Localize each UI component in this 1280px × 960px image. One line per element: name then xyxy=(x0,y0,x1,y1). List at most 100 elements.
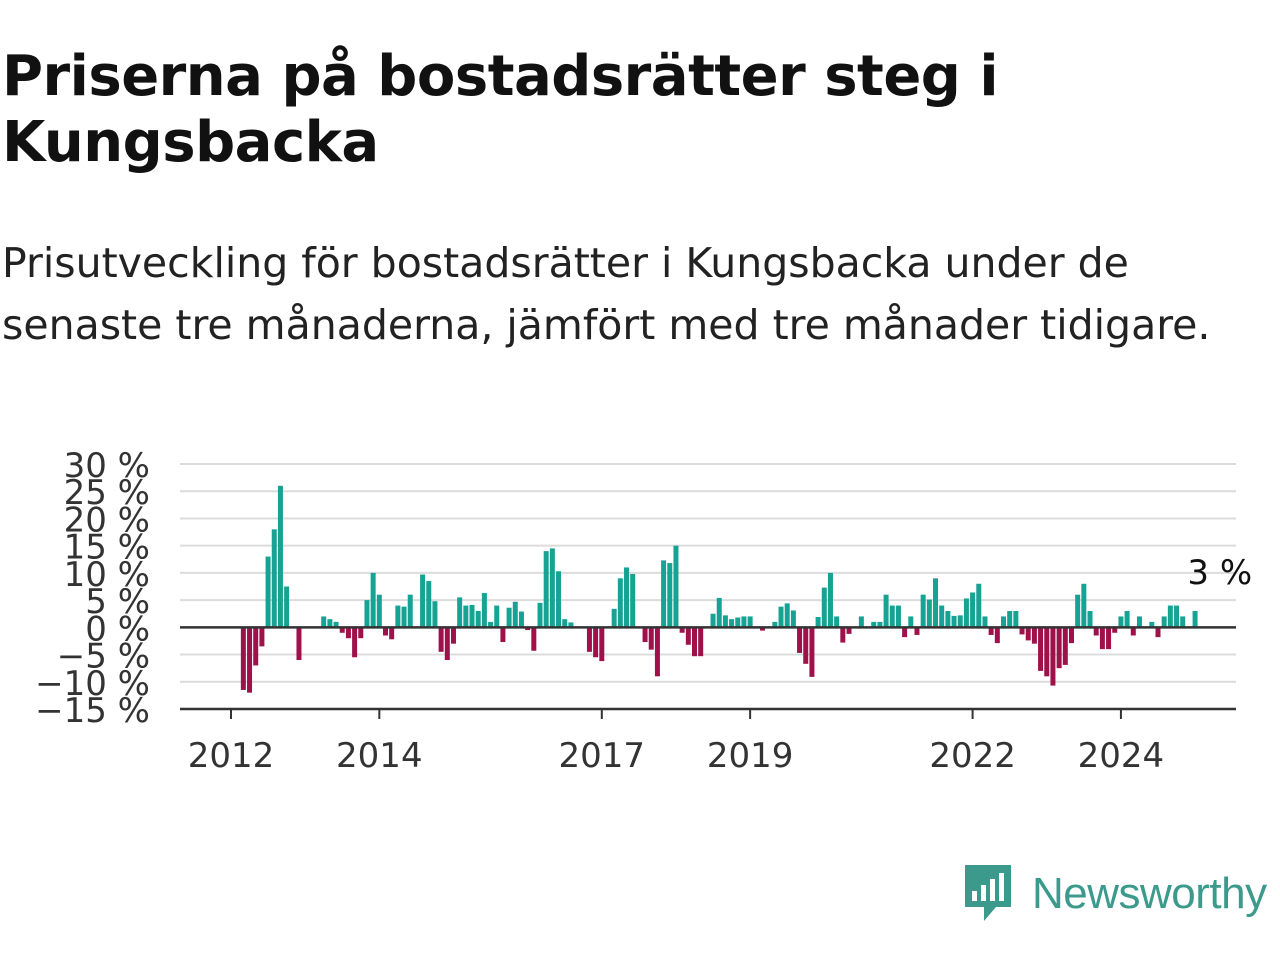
bar xyxy=(1081,583,1087,628)
bar xyxy=(364,600,370,628)
bar xyxy=(840,627,846,643)
bar xyxy=(722,615,728,628)
x-tick-label: 2012 xyxy=(188,736,275,776)
bar xyxy=(611,608,617,628)
bar xyxy=(1093,627,1099,636)
bar xyxy=(1167,605,1173,628)
bar xyxy=(908,616,914,628)
bar xyxy=(784,603,790,628)
bar xyxy=(883,594,889,628)
bar xyxy=(1099,627,1105,650)
bar xyxy=(253,627,259,666)
bar xyxy=(432,601,438,628)
x-tick-label: 2024 xyxy=(1078,736,1165,776)
bar xyxy=(982,616,988,628)
bar xyxy=(642,627,648,643)
bar xyxy=(871,621,877,628)
bar xyxy=(556,571,562,628)
bar xyxy=(1038,627,1044,671)
bar xyxy=(957,615,963,628)
bar xyxy=(1056,627,1062,669)
bar xyxy=(741,616,747,628)
bar xyxy=(877,621,883,628)
bar xyxy=(531,627,537,651)
bar xyxy=(1130,627,1136,636)
bar xyxy=(827,572,833,628)
bar xyxy=(376,594,382,628)
x-axis-ticks: 2012 2014 2017 2019 2022 2024 xyxy=(188,709,1164,776)
bar xyxy=(296,627,302,660)
y-tick-label: 30 % xyxy=(64,446,150,486)
bar xyxy=(698,627,704,657)
bar xyxy=(1118,616,1124,628)
bar xyxy=(426,581,432,628)
bar xyxy=(846,627,852,634)
bar xyxy=(797,627,803,653)
bar xyxy=(951,615,957,628)
last-value-annotation: 3 % xyxy=(1187,553,1252,593)
bar xyxy=(420,574,426,628)
bar xyxy=(457,597,463,628)
x-tick-label: 2019 xyxy=(707,736,794,776)
bar xyxy=(661,560,667,628)
chart-title: Priserna på bostadsrätter steg i Kungsba… xyxy=(2,44,999,175)
bar xyxy=(1019,627,1025,635)
bar xyxy=(1025,627,1031,641)
bar xyxy=(630,573,636,628)
bar xyxy=(963,598,969,628)
bar xyxy=(271,529,277,628)
bar xyxy=(339,627,345,633)
bar xyxy=(481,593,487,628)
bar xyxy=(759,627,765,631)
bar xyxy=(945,611,951,628)
bar xyxy=(1161,616,1167,628)
bar xyxy=(1180,616,1186,628)
bar xyxy=(401,606,407,628)
y-axis-labels: 30 %25 %20 %15 %10 %5 %0 %−5 %−10 %−15 % xyxy=(35,446,150,731)
bar xyxy=(716,597,722,628)
bar xyxy=(562,619,568,628)
brand[interactable]: Newsworthy xyxy=(962,862,1267,926)
bar xyxy=(858,616,864,628)
bar xyxy=(1044,627,1050,677)
y-tick-label: 20 % xyxy=(64,500,150,540)
bar xyxy=(543,551,549,628)
bar xyxy=(345,627,351,639)
bar xyxy=(537,602,543,628)
y-tick-label: 15 % xyxy=(64,528,150,568)
bar xyxy=(790,610,796,628)
bar xyxy=(617,578,623,628)
bar xyxy=(895,605,901,628)
bar xyxy=(1136,616,1142,628)
bar xyxy=(383,627,388,636)
bar xyxy=(926,599,932,628)
bar xyxy=(1112,627,1118,633)
bar xyxy=(834,616,840,628)
bar xyxy=(593,627,599,658)
y-tick-label: 0 % xyxy=(85,609,150,649)
bar xyxy=(395,605,401,628)
bar xyxy=(586,627,592,652)
chart-subtitle: Prisutveckling för bostadsrätter i Kungs… xyxy=(2,239,1211,349)
bar xyxy=(1062,627,1068,665)
bar xyxy=(933,578,939,628)
bar xyxy=(407,594,413,628)
bar xyxy=(450,627,456,644)
bar xyxy=(692,627,697,657)
y-tick-label: −15 % xyxy=(35,691,150,731)
bar xyxy=(389,627,395,640)
bar xyxy=(889,605,895,628)
y-tick-label: −5 % xyxy=(57,637,150,677)
bar xyxy=(284,586,290,628)
bar xyxy=(475,611,481,628)
bar xyxy=(321,616,327,628)
bar xyxy=(247,627,253,693)
bar xyxy=(1050,627,1056,686)
bar xyxy=(994,627,1000,644)
bar xyxy=(1087,611,1093,628)
bar xyxy=(512,601,518,628)
bar xyxy=(500,627,506,643)
bar-chart: 30 %25 %20 %15 %10 %5 %0 %−5 %−10 %−15 %… xyxy=(35,446,1252,776)
bar xyxy=(370,572,376,628)
bar xyxy=(438,627,444,652)
